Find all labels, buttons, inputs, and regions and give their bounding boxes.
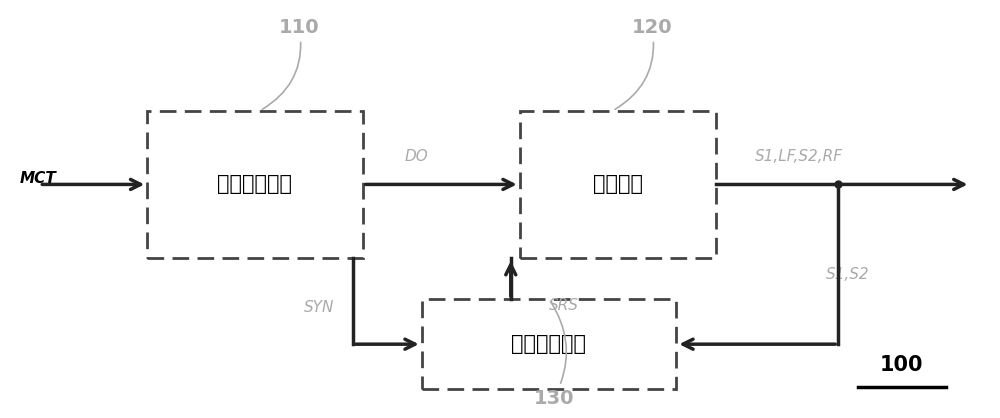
Text: 信号处理单元: 信号处理单元 <box>218 174 292 194</box>
Text: 信号比较单元: 信号比较单元 <box>512 334 586 354</box>
Text: 110: 110 <box>262 18 319 109</box>
Text: SRS: SRS <box>549 298 579 313</box>
Bar <box>147 111 363 258</box>
Text: MCT: MCT <box>20 171 57 186</box>
Text: S1,S2: S1,S2 <box>826 267 870 282</box>
Bar <box>422 299 676 389</box>
Text: 显示单元: 显示单元 <box>593 174 643 194</box>
Text: SYN: SYN <box>304 300 334 315</box>
Text: 120: 120 <box>615 18 672 109</box>
Text: 100: 100 <box>880 355 924 375</box>
Text: 130: 130 <box>534 301 574 408</box>
Text: S1,LF,S2,RF: S1,LF,S2,RF <box>755 149 843 164</box>
Text: DO: DO <box>405 149 429 164</box>
Bar <box>520 111 716 258</box>
